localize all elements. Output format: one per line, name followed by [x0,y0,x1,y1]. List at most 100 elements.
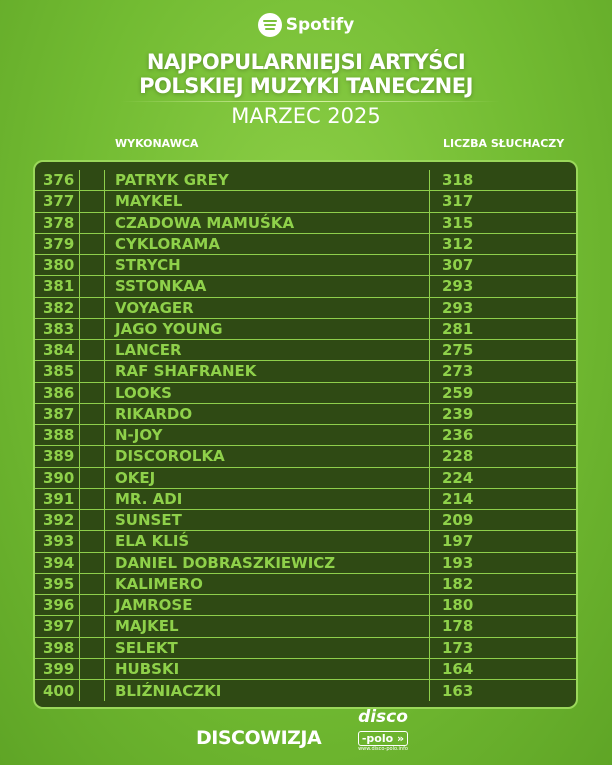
logo-url: www.disco-polo.info [358,746,408,752]
artist-name: LOOKS [105,382,430,403]
artist-name: STRYCH [105,255,430,276]
rank: 378 [35,212,80,233]
artist-name: ELA KLIŚ [105,531,430,552]
table-row: 386 LOOKS 259 [35,382,576,404]
listener-count: 164 [442,659,474,678]
listener-count: 163 [442,681,474,700]
rank: 389 [35,446,80,467]
page-title: NAJPOPULARNIEJSI ARTYŚCI POLSKIEJ MUZYKI… [0,50,612,98]
table-row: 393 ELA KLIŚ 197 [35,531,576,553]
artist-name: N-JOY [105,425,430,446]
rank: 399 [35,658,80,679]
table-row: 396 JAMROSE 180 [35,595,576,617]
artist-name: RIKARDO [105,403,430,424]
empty-cell [80,467,105,488]
empty-cell [80,340,105,361]
empty-cell [80,318,105,339]
spotify-logo: Spotify [0,13,612,37]
artist-name: DISCOROLKA [105,446,430,467]
table-row: 399 HUBSKI 164 [35,658,576,680]
listener-count: 178 [442,617,474,636]
artist-name: MAYKEL [105,191,430,212]
empty-cell [80,170,105,191]
empty-cell [80,361,105,382]
spotify-icon [257,13,282,37]
listener-count: 259 [442,383,474,402]
rank: 377 [35,191,80,212]
artist-name: OKEJ [105,467,430,488]
empty-cell [80,276,105,297]
empty-cell [80,488,105,509]
table-row: 400 BLIŹNIACZKI 163 [35,680,576,702]
rank: 382 [35,297,80,318]
listener-count: 307 [442,256,474,275]
artist-name: VOYAGER [105,297,430,318]
artist-name: SELEKT [105,637,430,658]
rank: 388 [35,425,80,446]
month-subtitle: MARZEC 2025 [231,104,381,128]
artist-name: SSTONKAA [105,276,430,297]
empty-cell [80,425,105,446]
divider [120,101,500,102]
rank: 391 [35,488,80,509]
empty-cell [80,531,105,552]
header-listeners: LICZBA SŁUCHACZY [443,137,565,150]
listener-count: 173 [442,638,474,657]
table-row: 381 SSTONKAA 293 [35,276,576,298]
empty-cell [80,446,105,467]
table-row: 397 MAJKEL 178 [35,616,576,638]
rank: 383 [35,318,80,339]
rank: 376 [35,170,80,191]
rank: 400 [35,680,80,702]
artist-name: SUNSET [105,510,430,531]
listener-count: 293 [442,298,474,317]
artist-name: CZADOWA MAMUŚKA [105,212,430,233]
listener-count: 315 [442,213,474,232]
table-row: 394 DANIEL DOBRASZKIEWICZ 193 [35,552,576,574]
rank: 398 [35,637,80,658]
listener-count: 193 [442,553,474,572]
empty-cell [80,510,105,531]
table-row: 388 N-JOY 236 [35,425,576,447]
empty-cell [80,595,105,616]
rank: 397 [35,616,80,637]
listener-count: 214 [442,489,474,508]
table-row: 398 SELEKT 173 [35,637,576,659]
listener-count: 197 [442,532,474,551]
rank: 379 [35,233,80,254]
empty-cell [80,212,105,233]
empty-cell [80,255,105,276]
spotify-wordmark: Spotify [285,15,355,35]
listener-count: 275 [442,341,474,360]
empty-cell [80,403,105,424]
artist-name: MAJKEL [105,616,430,637]
listener-count: 273 [442,362,474,381]
table-row: 385 RAF SHAFRANEK 273 [35,361,576,383]
rank: 396 [35,595,80,616]
table-row: 392 SUNSET 209 [35,510,576,532]
table-row: 390 OKEJ 224 [35,467,576,489]
artist-name: MR. ADI [105,488,430,509]
artist-name: LANCER [105,340,430,361]
empty-cell [80,297,105,318]
listener-count: 281 [442,319,474,338]
empty-cell [80,637,105,658]
listener-count: 209 [442,511,474,530]
table-row: 387 RIKARDO 239 [35,403,576,425]
artist-name: DANIEL DOBRASZKIEWICZ [105,552,430,573]
rank: 394 [35,552,80,573]
artist-name: JAMROSE [105,595,430,616]
listener-count: 236 [442,426,474,445]
empty-cell [80,680,105,702]
table-row: 376 PATRYK GREY 318 [35,170,576,192]
empty-cell [80,658,105,679]
title-line-2: POLSKIEJ MUZYKI TANECZNEJ [139,74,473,98]
listener-count: 318 [442,171,474,190]
empty-cell [80,616,105,637]
logo-top: disco [358,707,408,727]
artist-name: CYKLORAMA [105,233,430,254]
rank: 393 [35,531,80,552]
table-row: 380 STRYCH 307 [35,255,576,277]
table-row: 384 LANCER 275 [35,340,576,362]
empty-cell [80,382,105,403]
